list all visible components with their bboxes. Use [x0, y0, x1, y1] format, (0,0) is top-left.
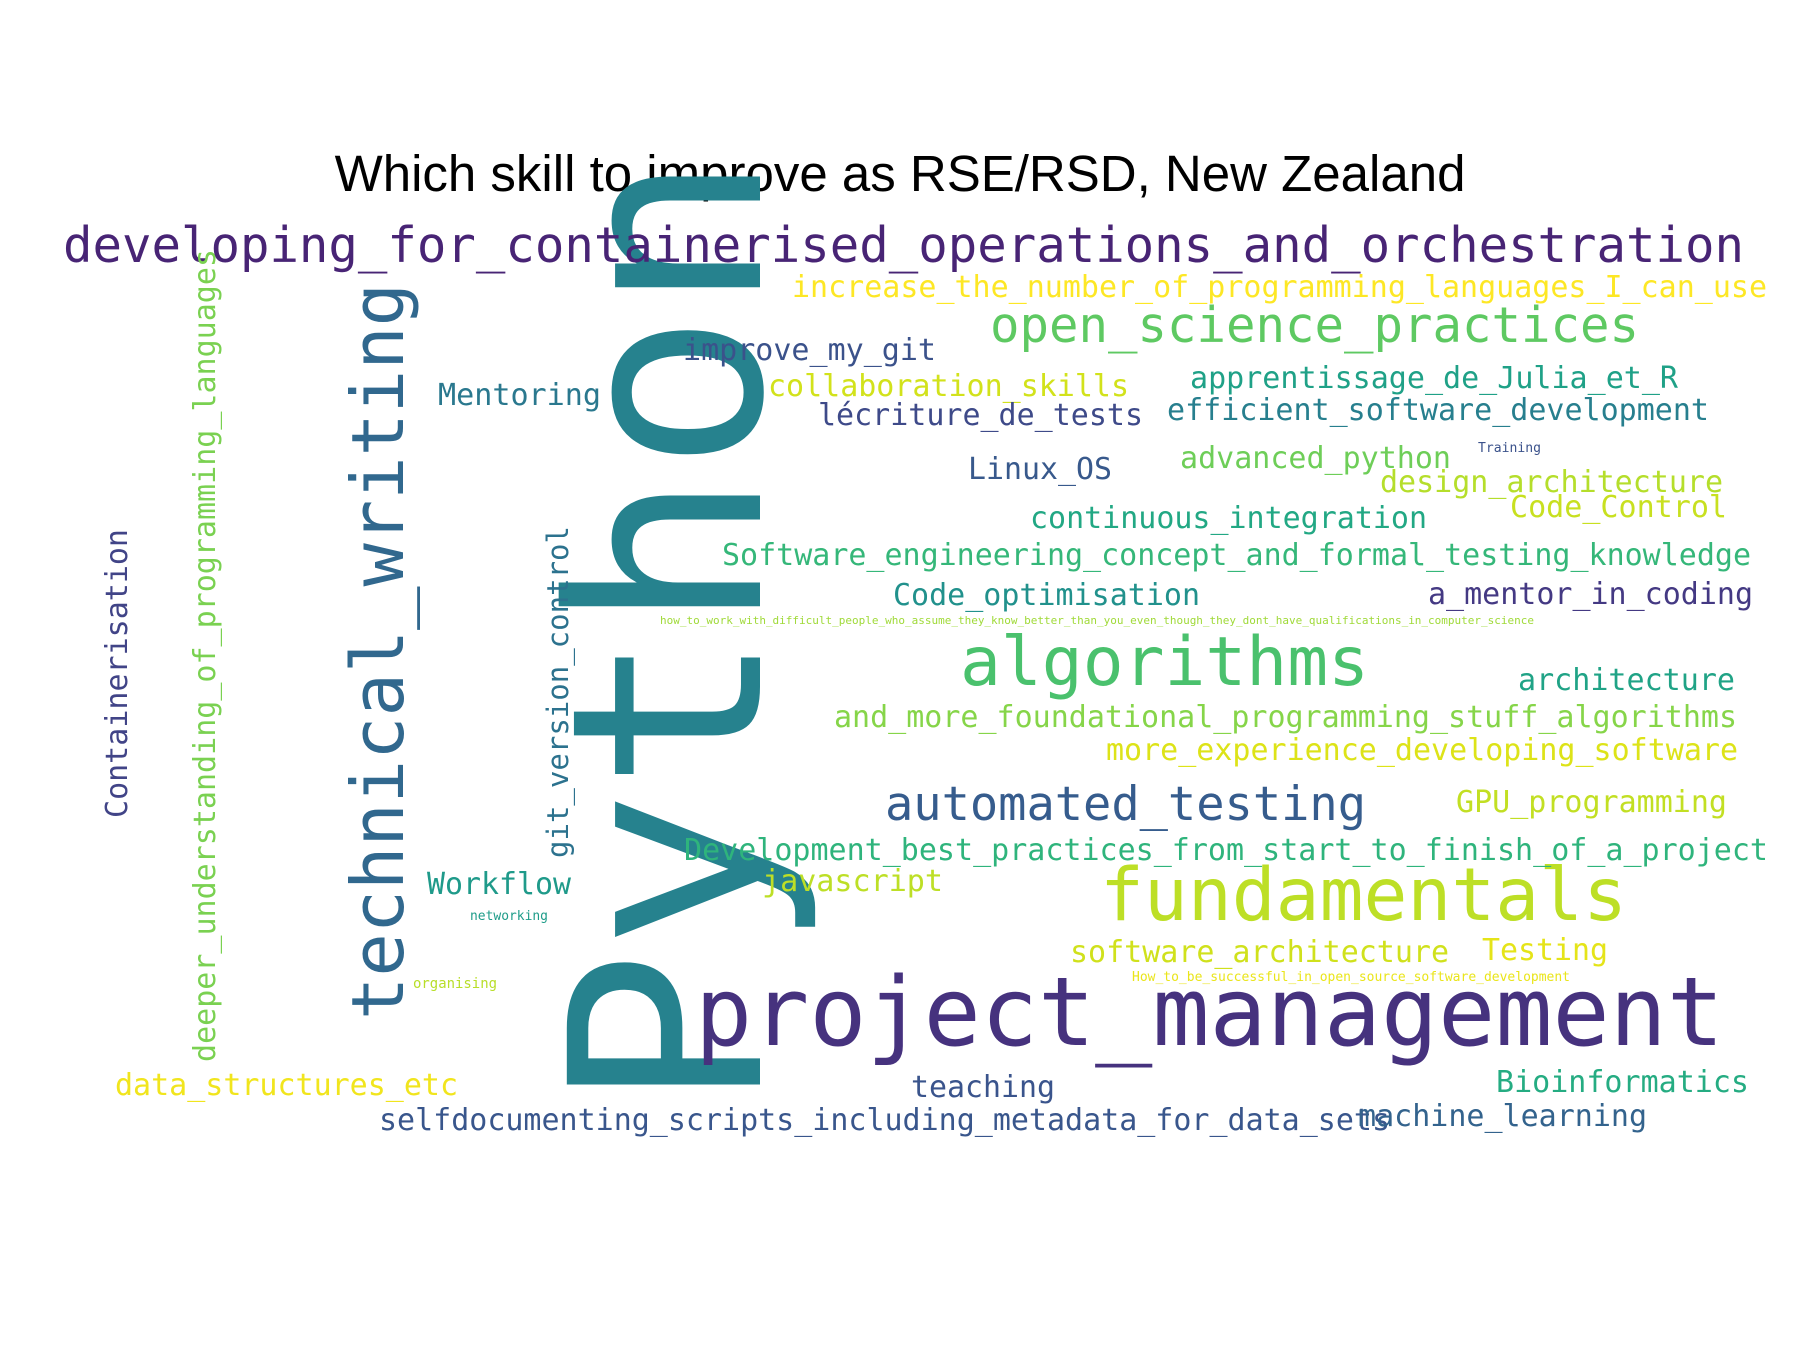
cloud-word: improve_my_git	[683, 333, 936, 368]
cloud-word: developing_for_containerised_operations_…	[63, 217, 1744, 274]
cloud-word: Bioinformatics	[1496, 1065, 1749, 1100]
cloud-word: efficient_software_development	[1167, 393, 1709, 428]
cloud-word: machine_learning	[1358, 1099, 1647, 1134]
cloud-word: advanced_python	[1180, 441, 1451, 476]
cloud-word: teaching	[911, 1070, 1055, 1105]
cloud-word: Testing	[1482, 933, 1608, 968]
cloud-word: javascript	[762, 864, 943, 899]
cloud-word: organising	[413, 976, 497, 992]
cloud-word: a_mentor_in_coding	[1428, 577, 1753, 612]
cloud-word: Code_Control	[1510, 490, 1727, 525]
cloud-word: automated_testing	[885, 777, 1366, 832]
cloud-word: fundamentals	[1100, 853, 1627, 938]
cloud-word: architecture	[1518, 663, 1735, 698]
cloud-word: Linux_OS	[968, 452, 1112, 487]
cloud-word: project_management	[695, 958, 1724, 1068]
cloud-word: software_architecture	[1070, 935, 1449, 970]
cloud-word: Python	[515, 153, 823, 1110]
cloud-word: Code_optimisation	[893, 578, 1200, 613]
cloud-word: technical_writing	[336, 283, 420, 1020]
cloud-word: apprentissage_de_Julia_et_R	[1190, 361, 1679, 396]
cloud-word: lécriture_de_tests	[818, 398, 1143, 433]
cloud-word: data_structures_etc	[115, 1068, 458, 1103]
cloud-word: continuous_integration	[1030, 501, 1427, 536]
cloud-word: Software_engineering_concept_and_formal_…	[722, 538, 1751, 573]
cloud-word: How_to_be_successful_in_open_source_soft…	[1132, 970, 1570, 985]
cloud-word: increase_the_number_of_programming_langu…	[792, 270, 1767, 305]
cloud-word: more_experience_developing_software	[1106, 733, 1738, 768]
cloud-word: Mentoring	[438, 378, 601, 413]
cloud-word: GPU_programming	[1456, 785, 1727, 820]
cloud-word: open_science_practices	[990, 297, 1639, 354]
cloud-word: deeper_understanding_of_programming_lang…	[188, 249, 223, 1062]
cloud-word: Containerisation	[100, 529, 135, 818]
page-title: Which skill to improve as RSE/RSD, New Z…	[334, 145, 1466, 202]
cloud-word: collaboration_skills	[768, 369, 1129, 404]
cloud-word: selfdocumenting_scripts_including_metada…	[379, 1103, 1390, 1138]
cloud-word: git_version_control	[541, 526, 576, 858]
cloud-word: and_more_foundational_programming_stuff_…	[834, 700, 1737, 735]
cloud-word: networking	[470, 909, 548, 924]
cloud-word: Workflow	[427, 867, 572, 902]
cloud-word: Training	[1478, 441, 1541, 456]
cloud-word: Development_best_practices_from_start_to…	[684, 833, 1768, 868]
cloud-word: design_architecture	[1380, 465, 1723, 500]
cloud-word: algorithms	[960, 623, 1369, 702]
cloud-word: how_to_work_with_difficult_people_who_as…	[660, 614, 1534, 627]
